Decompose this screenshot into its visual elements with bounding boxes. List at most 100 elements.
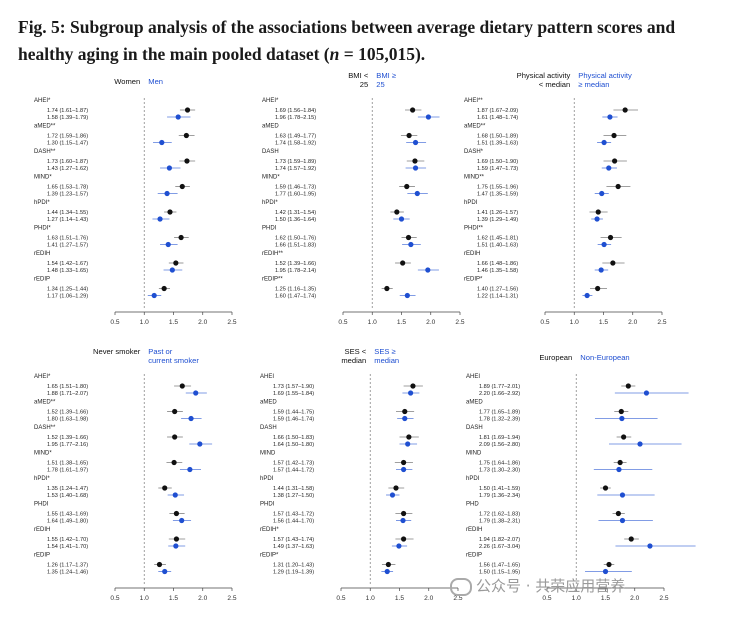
watermark: 公众号 · 共荣应用营养 — [450, 575, 625, 596]
point-estimate-b — [157, 216, 163, 222]
x-tick-label: 0.5 — [540, 319, 549, 326]
point-estimate-a — [167, 209, 173, 215]
value-label-b: 1.50 (1.15–1.95) — [479, 570, 520, 576]
point-estimate-a — [615, 183, 621, 190]
figure-title-suffix: = 105,015). — [339, 44, 426, 64]
x-tick-label: 0.5 — [542, 595, 551, 602]
row-label: hPDI — [260, 476, 274, 482]
x-tick-label: 0.5 — [338, 319, 347, 326]
row-label: rEDIH — [34, 251, 50, 257]
row-label: rEDIH* — [260, 527, 279, 533]
point-estimate-a — [162, 485, 168, 491]
value-label-b: 1.50 (1.36–1.64) — [275, 217, 316, 223]
x-tick-label: 2.0 — [628, 319, 637, 326]
value-label-b: 1.79 (1.36–2.34) — [479, 493, 520, 499]
row-label: PHDI — [34, 502, 49, 508]
point-estimate-b — [159, 139, 165, 146]
row-label: AHEI* — [262, 98, 279, 104]
value-label-b: 1.96 (1.78–2.15) — [275, 115, 316, 121]
point-estimate-b — [162, 568, 168, 575]
value-label-b: 1.27 (1.14–1.43) — [47, 217, 88, 223]
row-label: DASH* — [464, 149, 484, 155]
forest-panel-sex: Women Men AHEI* 1.74 (1.61–1.87)1.58 (1.39–… — [34, 77, 237, 326]
row-label: AHEI — [260, 374, 274, 380]
value-label-b: 1.74 (1.58–1.92) — [275, 141, 316, 147]
value-label-a: 1.25 (1.16–1.35) — [275, 287, 316, 293]
row-label: rEDIH — [464, 251, 480, 257]
value-label-b: 1.60 (1.47–1.74) — [275, 294, 316, 300]
row-label: MIND — [260, 451, 276, 457]
x-tick-label: 2.0 — [424, 595, 433, 602]
row-label: DASH** — [34, 425, 56, 431]
value-label-b: 1.95 (1.77–2.16) — [47, 442, 88, 448]
legend-group-b: SES ≥ — [374, 347, 395, 356]
point-estimate-a — [385, 561, 391, 568]
row-label: rEDIH — [466, 527, 482, 533]
point-estimate-b — [187, 466, 193, 473]
row-label: rEDIH — [34, 527, 50, 533]
watermark-text: 公众号 · 共荣应用营养 — [476, 577, 626, 595]
point-estimate-b — [188, 415, 194, 422]
point-estimate-a — [410, 107, 416, 113]
point-estimate-b — [398, 216, 405, 222]
point-estimate-b — [602, 568, 609, 575]
x-tick-label: 0.5 — [110, 595, 119, 602]
x-tick-label: 2.0 — [198, 595, 207, 602]
point-estimate-b — [599, 190, 605, 197]
legend-group-b: median — [374, 356, 399, 365]
figure-title: Fig. 5: Subgroup analysis of the associa… — [18, 14, 730, 68]
point-estimate-a — [612, 158, 618, 164]
legend-group-a: Women — [114, 77, 140, 86]
value-label-a: 1.57 (1.43–1.74) — [273, 537, 314, 543]
point-estimate-a — [410, 383, 416, 389]
point-estimate-a — [171, 459, 177, 466]
point-estimate-a — [622, 107, 628, 113]
point-estimate-a — [179, 383, 185, 389]
row-label: PHDI — [260, 502, 275, 508]
point-estimate-b — [164, 190, 170, 197]
point-estimate-a — [595, 209, 601, 215]
value-label-a: 1.44 (1.31–1.58) — [273, 486, 314, 492]
point-estimate-b — [400, 517, 406, 524]
x-tick-label: 1.0 — [140, 595, 149, 602]
point-estimate-b — [405, 441, 411, 447]
point-estimate-b — [173, 543, 179, 549]
point-estimate-a — [402, 408, 408, 415]
row-label: rEDIP — [34, 277, 50, 283]
row-label: aMED — [466, 400, 483, 406]
value-label-a: 1.75 (1.64–1.86) — [479, 461, 520, 467]
point-estimate-b — [607, 114, 613, 120]
x-tick-label: 1.0 — [368, 319, 377, 326]
x-tick-label: 2.5 — [227, 595, 236, 602]
row-label: DASH — [260, 425, 277, 431]
value-label-a: 1.68 (1.50–1.89) — [477, 134, 518, 140]
value-label-a: 1.65 (1.53–1.78) — [47, 185, 88, 191]
point-estimate-a — [606, 561, 612, 568]
row-label: PHD — [466, 502, 479, 508]
value-label-b: 1.74 (1.57–1.92) — [275, 166, 316, 172]
point-estimate-a — [172, 434, 178, 440]
value-label-b: 1.61 (1.48–1.74) — [477, 115, 518, 121]
row-label: aMED** — [34, 124, 56, 130]
point-estimate-b — [408, 390, 414, 396]
value-label-a: 1.66 (1.48–1.86) — [477, 261, 518, 267]
x-tick-label: 1.5 — [169, 319, 178, 326]
value-label-a: 1.69 (1.56–1.84) — [275, 108, 316, 114]
value-label-a: 1.75 (1.55–1.96) — [477, 185, 518, 191]
row-label: rEDIP — [34, 553, 50, 559]
x-tick-label: 1.0 — [570, 319, 579, 326]
row-label: rEDIP* — [260, 553, 279, 559]
x-tick-label: 1.5 — [169, 595, 178, 602]
value-label-a: 1.63 (1.51–1.76) — [47, 236, 88, 242]
legend-group-a: Physical activity — [517, 71, 571, 80]
row-label: PHDI** — [464, 226, 484, 232]
row-label: aMED — [260, 400, 277, 406]
x-tick-label: 2.5 — [453, 595, 462, 602]
row-label: PHDI — [262, 226, 277, 232]
point-estimate-b — [172, 492, 178, 498]
x-tick-label: 0.5 — [336, 595, 345, 602]
value-label-a: 1.74 (1.61–1.87) — [47, 108, 88, 114]
value-label-a: 1.41 (1.26–1.57) — [477, 210, 518, 216]
